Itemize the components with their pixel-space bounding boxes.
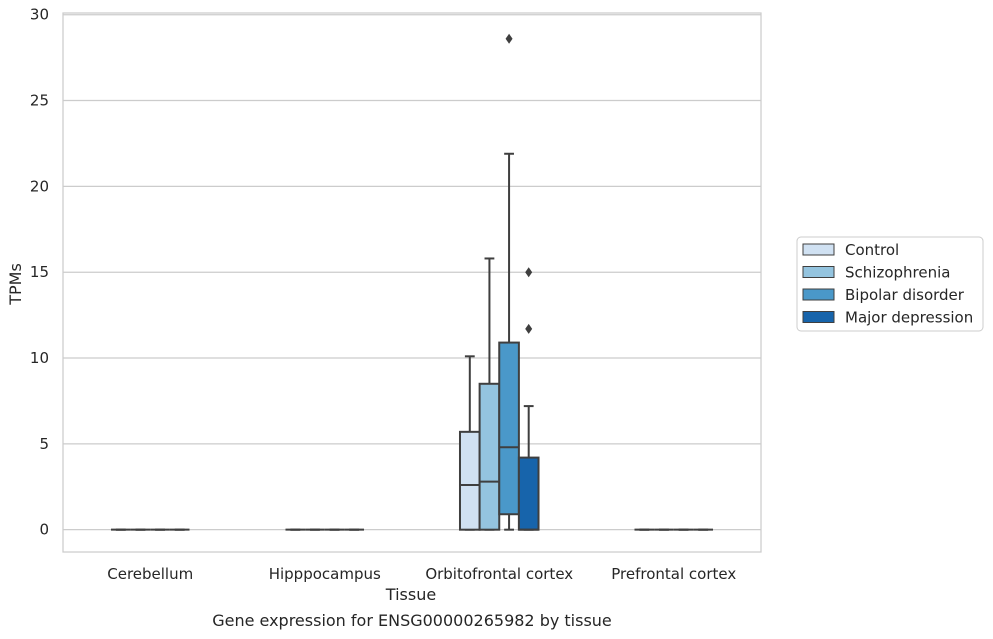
x-tick-label-3: Prefrontal cortex [611,565,736,583]
legend-label-2: Bipolar disorder [845,286,965,304]
plot-area-frame [62,12,762,553]
grid-lines [63,14,761,531]
legend-swatch-0 [802,243,835,256]
outlier-point-0 [525,323,533,334]
y-tick-label-20: 20 [30,177,49,195]
y-tick-label-0: 0 [39,521,49,539]
legend-label-1: Schizophrenia [845,264,950,282]
y-axis-label: TPMs [6,263,25,306]
outlier-point-1 [525,267,533,278]
chart-caption: Gene expression for ENSG00000265982 by t… [212,611,612,630]
y-tick-label-5: 5 [39,435,49,453]
y-tick-labels: 0 5 10 15 20 25 30 [30,6,49,539]
legend-label-0: Control [845,241,899,259]
outlier-point-0 [505,33,513,44]
y-tick-label-25: 25 [30,92,49,110]
box-iqr [478,382,501,531]
box-iqr [498,341,520,516]
box-2-0 [458,355,481,531]
box-2-3 [517,267,540,531]
boxes-layer [110,33,714,531]
legend-frame [796,236,984,332]
legend-swatch-3 [802,311,835,323]
box-iqr [458,430,481,531]
legend-swatch-2 [802,288,835,301]
y-tick-label-10: 10 [30,349,49,367]
x-axis-label: Tissue [385,585,436,604]
legend-items: Control Schizophrenia Bipolar disorder Majo… [802,241,973,327]
box-iqr [517,456,540,531]
box-2-2 [498,33,520,531]
x-tick-label-2: Orbitofrontal cortex [425,565,573,583]
x-tick-label-0: Cerebellum [107,565,193,583]
legend-label-3: Major depression [845,309,973,327]
x-tick-labels: Cerebellum Hipppocampus Orbitofrontal cort… [107,565,736,583]
legend-swatch-1 [802,266,835,278]
y-tick-label-30: 30 [30,6,49,24]
y-tick-label-15: 15 [30,263,49,281]
box-2-1 [478,257,501,531]
legend: Control Schizophrenia Bipolar disorder Majo… [796,236,984,332]
x-tick-label-1: Hipppocampus [269,565,381,583]
